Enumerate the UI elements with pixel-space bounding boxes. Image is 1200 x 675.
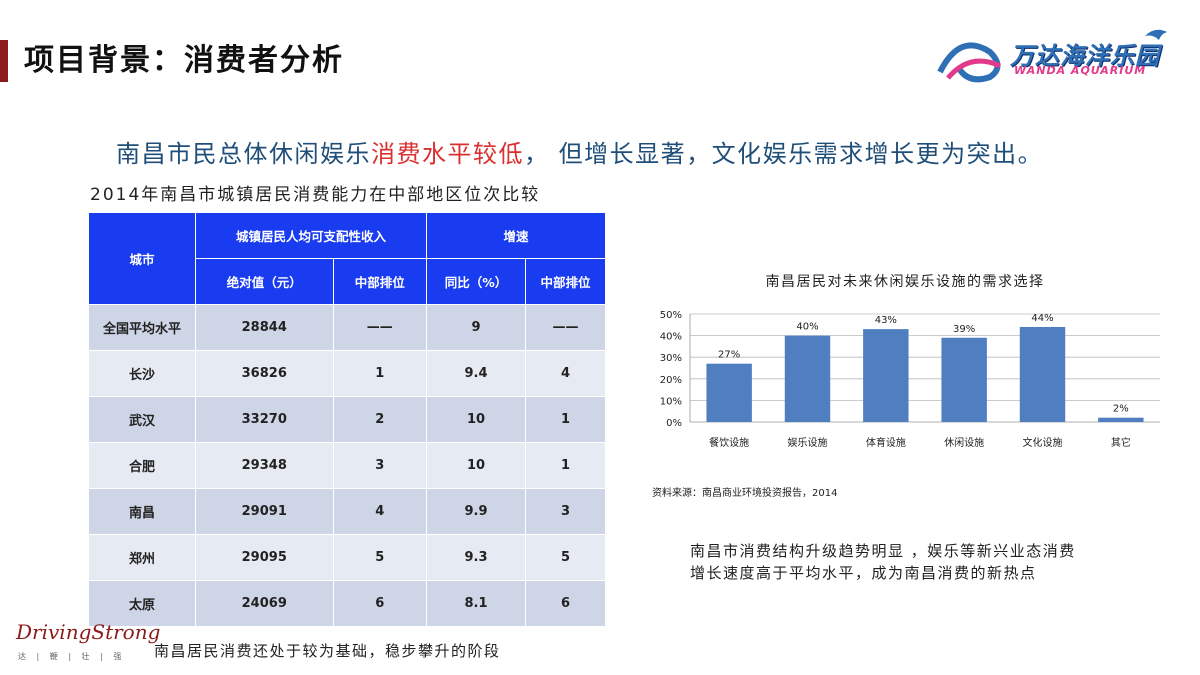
title-accent-bar	[0, 40, 8, 82]
cell-city: 南昌	[88, 488, 196, 535]
y-tick-label: 10%	[660, 396, 682, 407]
cell-yoy: 9	[426, 304, 526, 351]
headline-part1: 南昌市民总体休闲娱乐	[116, 140, 371, 168]
cell-absolute: 24069	[195, 580, 334, 627]
cell-city: 合肥	[88, 442, 196, 489]
bar	[1019, 326, 1066, 422]
cell-rank-income: 4	[332, 488, 428, 535]
cell-yoy: 9.9	[426, 488, 526, 535]
data-label: 2%	[1113, 404, 1129, 415]
demand-bar-chart: 南昌居民对未来休闲娱乐设施的需求选择 50% 40% 30% 20% 10% 0% 27% 餐饮…	[660, 274, 1160, 449]
cell-city: 武汉	[88, 396, 196, 443]
x-tick-label: 文化设施	[1023, 436, 1063, 449]
header-growth-group: 增速	[426, 212, 606, 259]
dolphin-wave-icon	[937, 29, 1167, 83]
cell-absolute: 28844	[195, 304, 334, 351]
x-tick-label: 餐饮设施	[709, 436, 749, 449]
y-tick-label: 20%	[660, 375, 682, 386]
logo-subtitle: WANDA AQUARIUM	[1014, 64, 1147, 77]
header-city: 城市	[88, 212, 196, 305]
header-yoy: 同比（%）	[426, 258, 526, 305]
y-tick-label: 50%	[660, 310, 682, 321]
cell-rank-income: 5	[332, 534, 428, 581]
table-row: 合肥 29348 3 10 1	[88, 442, 607, 489]
y-tick-label: 40%	[660, 332, 682, 343]
cell-city: 长沙	[88, 350, 196, 397]
cell-yoy: 9.3	[426, 534, 526, 581]
cell-rank-income: 6	[332, 580, 428, 627]
right-note: 南昌市消费结构升级趋势明显 ，娱乐等新兴业态消费 增长速度高于平均水平，成为南昌…	[690, 540, 1076, 584]
table-title: 2014年南昌市城镇居民消费能力在中部地区位次比较	[90, 185, 541, 205]
cell-rank-growth: 3	[524, 488, 607, 535]
bottom-note: 南昌居民消费还处于较为基础，稳步攀升的阶段	[154, 642, 501, 660]
table-row: 太原 24069 6 8.1 6	[88, 580, 607, 627]
bar	[706, 363, 752, 422]
cell-absolute: 29095	[195, 534, 334, 581]
cell-yoy: 9.4	[426, 350, 526, 397]
header-income-group: 城镇居民人均可支配性收入	[194, 212, 428, 259]
table-row: 南昌 29091 4 9.9 3	[88, 488, 607, 535]
x-tick-label: 体育设施	[866, 436, 906, 449]
right-note-line2: 增长速度高于平均水平，成为南昌消费的新热点	[690, 564, 1037, 582]
data-label: 40%	[796, 322, 818, 333]
cell-absolute: 29348	[195, 442, 334, 489]
page-title: 项目背景：消费者分析	[24, 43, 344, 78]
bar	[1098, 417, 1144, 422]
cell-rank-growth: 1	[524, 442, 607, 489]
cell-rank-income: ——	[332, 304, 428, 351]
x-tick-label: 休闲设施	[944, 436, 984, 449]
logo-name: 万达海洋乐园	[1010, 42, 1160, 70]
cell-absolute: 33270	[195, 396, 334, 443]
cell-absolute: 29091	[195, 488, 334, 535]
cell-absolute: 36826	[195, 350, 334, 397]
headline: 南昌市民总体休闲娱乐消费水平较低， 但增长显著，文化娱乐需求增长更为突出。	[116, 134, 1043, 169]
cell-yoy: 10	[426, 442, 526, 489]
cell-city: 郑州	[88, 534, 196, 581]
drivingstrong-subtitle: 达 | 鞭 | 壮 | 强	[18, 652, 126, 661]
data-label: 39%	[953, 324, 975, 335]
chart-title: 南昌居民对未来休闲娱乐设施的需求选择	[766, 274, 1045, 290]
header-absolute: 绝对值（元）	[195, 258, 334, 305]
cell-yoy: 10	[426, 396, 526, 443]
data-source: 资料来源：南昌商业环境投资报告，2014	[652, 488, 838, 499]
right-note-line1: 南昌市消费结构升级趋势明显 ，娱乐等新兴业态消费	[690, 542, 1076, 560]
bar	[941, 337, 987, 422]
data-label: 27%	[718, 350, 740, 361]
cell-rank-growth: 6	[524, 580, 607, 627]
y-tick-label: 30%	[660, 353, 682, 364]
table-row: 全国平均水平 28844 —— 9 ——	[88, 304, 607, 351]
table-row: 郑州 29095 5 9.3 5	[88, 534, 607, 581]
cell-rank-growth: 4	[524, 350, 607, 397]
cell-city: 全国平均水平	[88, 304, 196, 351]
x-tick-label: 娱乐设施	[788, 436, 828, 449]
cell-rank-growth: 5	[524, 534, 607, 581]
headline-highlight: 消费水平较低	[371, 140, 524, 168]
bar	[863, 329, 909, 422]
header-rank-income: 中部排位	[332, 258, 428, 305]
cell-rank-income: 2	[332, 396, 428, 443]
header-rank-growth: 中部排位	[524, 258, 607, 305]
drivingstrong-logo: DrivingStrong	[16, 620, 161, 644]
cell-rank-income: 3	[332, 442, 428, 489]
cell-rank-income: 1	[332, 350, 428, 397]
cell-rank-growth: 1	[524, 396, 607, 443]
bar	[784, 335, 831, 422]
cell-rank-growth: ——	[524, 304, 607, 351]
cell-city: 太原	[88, 580, 196, 627]
headline-part2: ， 但增长显著，文化娱乐需求增长更为突出。	[524, 140, 1044, 168]
data-label: 43%	[875, 315, 897, 326]
income-ranking-table: 城市 城镇居民人均可支配性收入 增速 绝对值（元） 中部排位 同比（%） 中部排…	[88, 212, 607, 627]
table-row: 长沙 36826 1 9.4 4	[88, 350, 607, 397]
data-label: 44%	[1031, 313, 1053, 324]
cell-yoy: 8.1	[426, 580, 526, 627]
x-tick-label: 其它	[1111, 436, 1131, 449]
y-tick-label: 0%	[666, 418, 682, 429]
table-row: 武汉 33270 2 10 1	[88, 396, 607, 443]
